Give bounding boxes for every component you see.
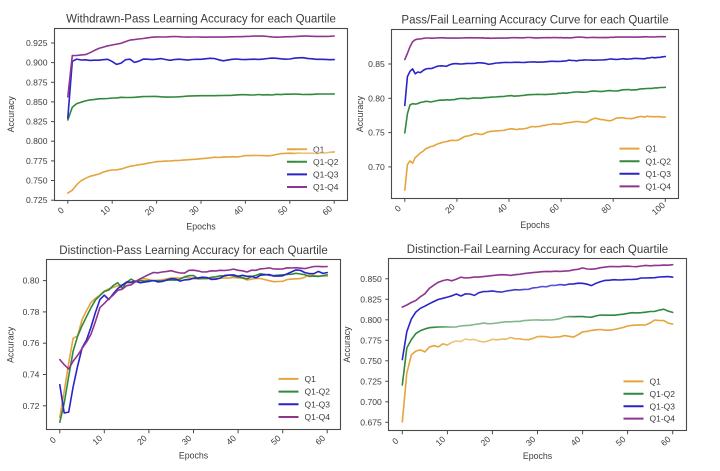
svg-text:Withdrawn-Pass Learning Accura: Withdrawn-Pass Learning Accuracy for eac…: [66, 14, 336, 26]
svg-text:0.80: 0.80: [23, 276, 40, 286]
svg-text:0: 0: [393, 203, 403, 214]
svg-text:0.76: 0.76: [23, 338, 40, 348]
svg-text:0.80: 0.80: [368, 93, 385, 103]
svg-text:Pass/Fail Learning Accuracy Cu: Pass/Fail Learning Accuracy Curve for ea…: [401, 15, 668, 27]
svg-text:0.70: 0.70: [368, 162, 385, 172]
svg-text:0.800: 0.800: [360, 315, 382, 325]
svg-text:Epochs: Epochs: [523, 451, 553, 461]
svg-text:0.75: 0.75: [368, 128, 385, 138]
svg-text:Q1-Q3: Q1-Q3: [646, 169, 672, 179]
svg-text:0.78: 0.78: [23, 307, 40, 317]
svg-text:0.800: 0.800: [26, 136, 48, 146]
svg-text:0.825: 0.825: [26, 117, 48, 127]
svg-text:Q1: Q1: [313, 144, 325, 154]
svg-text:Distinction-Fail Learning Accu: Distinction-Fail Learning Accuracy for e…: [407, 244, 668, 256]
svg-text:Q1: Q1: [646, 144, 658, 154]
svg-text:0.72: 0.72: [23, 401, 40, 411]
svg-text:Q1: Q1: [650, 377, 662, 387]
svg-text:0.775: 0.775: [26, 156, 48, 166]
svg-text:Epochs: Epochs: [186, 222, 216, 232]
svg-text:Q1-Q2: Q1-Q2: [313, 157, 339, 167]
svg-text:Q1: Q1: [305, 374, 317, 384]
svg-text:Q1-Q2: Q1-Q2: [305, 387, 331, 397]
svg-text:0.725: 0.725: [360, 376, 382, 386]
svg-text:Q1-Q3: Q1-Q3: [650, 401, 676, 411]
svg-text:0: 0: [56, 205, 66, 216]
svg-text:0.875: 0.875: [26, 77, 48, 87]
svg-text:0: 0: [48, 435, 58, 446]
svg-text:0.775: 0.775: [360, 335, 382, 345]
svg-text:Q1-Q4: Q1-Q4: [650, 414, 676, 424]
svg-text:0.700: 0.700: [360, 397, 382, 407]
svg-text:Q1-Q2: Q1-Q2: [646, 156, 672, 166]
svg-text:0: 0: [390, 436, 400, 447]
svg-text:Q1-Q2: Q1-Q2: [650, 389, 676, 399]
svg-text:Distinction-Pass Learning Accu: Distinction-Pass Learning Accuracy for e…: [59, 245, 327, 257]
svg-text:Q1-Q3: Q1-Q3: [313, 170, 339, 180]
svg-text:0.900: 0.900: [26, 58, 48, 68]
svg-text:0.850: 0.850: [26, 97, 48, 107]
svg-text:0.925: 0.925: [26, 38, 48, 48]
svg-text:Accuracy: Accuracy: [355, 95, 365, 132]
svg-text:0.74: 0.74: [23, 370, 40, 380]
svg-text:0.750: 0.750: [360, 356, 382, 366]
svg-text:Q1-Q4: Q1-Q4: [646, 182, 672, 192]
svg-text:0.725: 0.725: [26, 195, 48, 205]
svg-text:Accuracy: Accuracy: [6, 96, 16, 133]
svg-text:0.825: 0.825: [360, 294, 382, 304]
svg-text:Epochs: Epochs: [179, 451, 209, 461]
svg-text:Accuracy: Accuracy: [6, 326, 16, 363]
svg-text:Epochs: Epochs: [520, 220, 550, 230]
svg-text:Q1-Q3: Q1-Q3: [305, 399, 331, 409]
svg-text:Q1-Q4: Q1-Q4: [313, 182, 339, 192]
svg-text:0.750: 0.750: [26, 176, 48, 186]
svg-text:0.85: 0.85: [368, 59, 385, 69]
svg-text:Accuracy: Accuracy: [342, 326, 352, 363]
svg-text:Q1-Q4: Q1-Q4: [305, 412, 331, 422]
svg-text:0.675: 0.675: [360, 417, 382, 427]
svg-text:0.850: 0.850: [360, 274, 382, 284]
